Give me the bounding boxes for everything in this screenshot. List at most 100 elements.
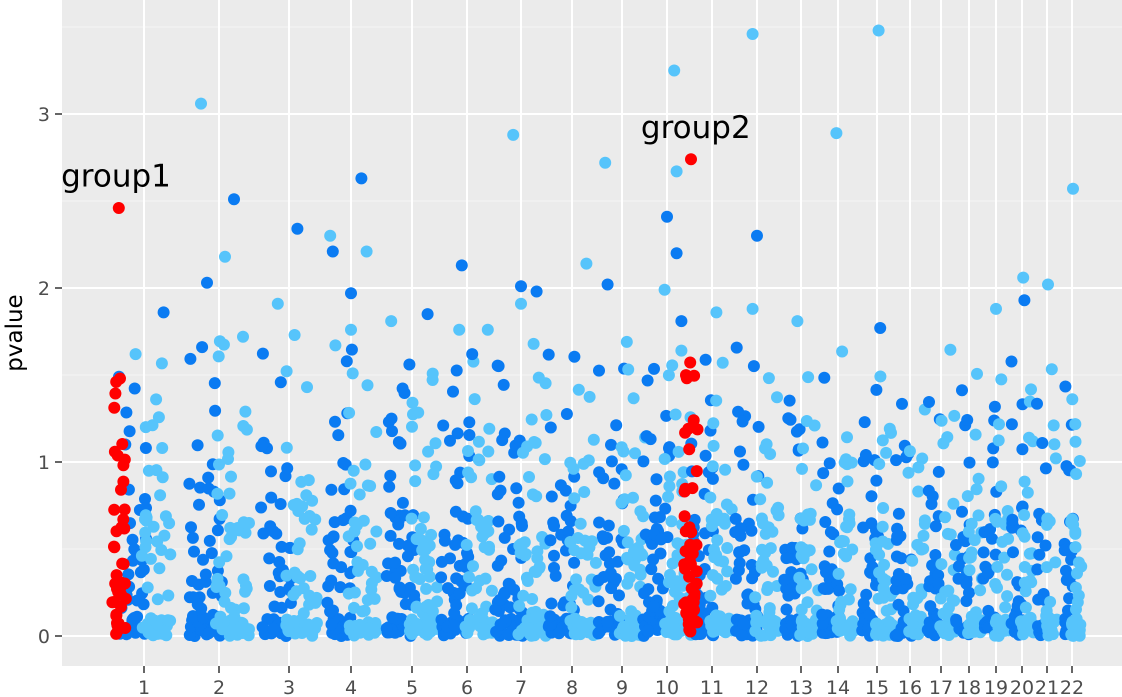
data-point <box>370 525 383 538</box>
data-point <box>1019 585 1032 598</box>
data-point <box>965 517 978 530</box>
data-point <box>217 338 230 351</box>
data-point <box>735 629 748 642</box>
data-point <box>202 471 215 484</box>
data-point <box>836 345 849 358</box>
data-point <box>747 360 760 373</box>
data-point <box>450 364 463 377</box>
data-point <box>800 415 813 427</box>
data-point <box>322 534 335 547</box>
data-point <box>750 470 763 483</box>
data-point <box>823 457 836 470</box>
x-tick-label: 20 <box>1010 677 1034 697</box>
data-point <box>514 538 527 551</box>
data-point <box>343 619 356 632</box>
data-point <box>355 172 368 185</box>
data-point <box>568 583 581 596</box>
data-point <box>652 572 665 585</box>
data-point <box>822 582 835 595</box>
data-point <box>185 521 197 534</box>
data-point <box>438 534 451 547</box>
data-point <box>929 549 942 561</box>
data-point <box>670 165 683 178</box>
data-point <box>139 421 152 434</box>
data-point <box>337 514 350 527</box>
data-point <box>510 482 523 495</box>
data-point <box>710 508 723 520</box>
data-point <box>725 503 738 516</box>
data-point <box>463 429 476 441</box>
annotation-label: group1 <box>61 159 171 195</box>
data-point <box>294 572 307 585</box>
data-point <box>403 358 416 371</box>
data-point <box>1002 532 1015 545</box>
data-point <box>956 384 968 397</box>
data-point <box>426 605 439 618</box>
data-point <box>666 359 679 372</box>
data-point <box>870 474 883 487</box>
data-point <box>243 623 255 636</box>
data-point <box>267 622 280 635</box>
data-point <box>926 559 939 572</box>
data-point <box>394 437 407 450</box>
data-point <box>1016 443 1029 456</box>
data-point <box>704 589 717 602</box>
data-point <box>706 460 719 473</box>
data-point <box>123 425 136 438</box>
data-point <box>240 423 253 436</box>
data-point <box>969 428 982 441</box>
data-point <box>139 526 152 539</box>
data-point <box>225 531 238 543</box>
data-point <box>348 586 361 599</box>
data-point <box>151 535 164 548</box>
data-point <box>1069 435 1082 448</box>
data-point <box>419 553 432 566</box>
data-point <box>666 557 679 570</box>
data-point <box>158 625 171 638</box>
data-point <box>280 441 293 454</box>
data-point <box>782 412 795 425</box>
data-point <box>593 466 606 479</box>
data-point <box>1060 564 1072 577</box>
data-point <box>926 490 939 503</box>
data-point <box>846 543 859 556</box>
data-point <box>517 446 529 459</box>
data-point <box>995 373 1008 386</box>
data-point <box>291 222 304 235</box>
data-point <box>271 297 284 310</box>
data-point <box>1005 418 1018 431</box>
data-point <box>548 549 560 562</box>
data-point <box>385 315 398 328</box>
highlight-peak-point <box>112 202 125 214</box>
data-point <box>802 371 815 384</box>
data-point <box>417 511 430 524</box>
data-point <box>493 593 506 606</box>
data-point <box>601 278 614 291</box>
data-point <box>184 352 197 365</box>
data-point <box>710 394 723 407</box>
data-point <box>730 341 743 354</box>
data-point <box>605 455 618 468</box>
data-point <box>495 554 508 567</box>
data-point <box>515 517 528 530</box>
data-point <box>343 406 356 419</box>
highlight-point <box>678 510 691 523</box>
data-point <box>297 582 310 595</box>
data-point <box>208 377 221 390</box>
data-point <box>553 627 565 640</box>
data-point <box>605 438 617 451</box>
data-point <box>668 585 681 598</box>
data-point <box>326 245 339 258</box>
data-point <box>386 425 398 438</box>
data-point <box>662 369 675 382</box>
x-tick-label: 13 <box>789 677 813 697</box>
data-point <box>805 563 818 576</box>
data-point <box>427 468 440 481</box>
data-point <box>425 528 438 541</box>
data-point <box>911 538 924 551</box>
data-point <box>1060 574 1073 586</box>
data-point <box>196 341 209 354</box>
data-point <box>981 567 994 580</box>
data-point <box>763 602 776 615</box>
data-point <box>1039 539 1052 552</box>
